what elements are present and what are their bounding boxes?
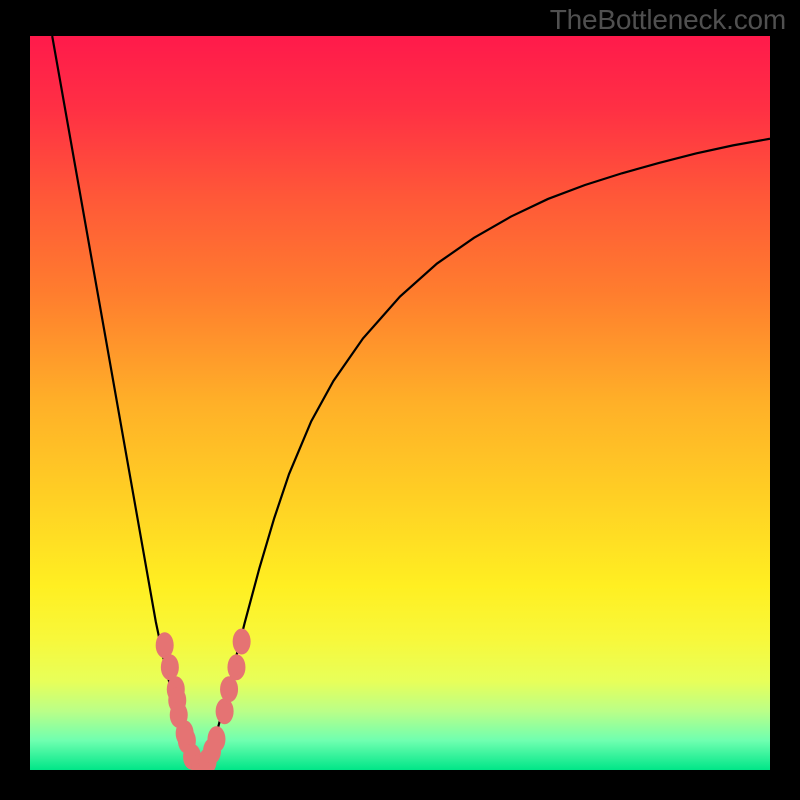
gradient-rect xyxy=(30,36,770,770)
watermark-text: TheBottleneck.com xyxy=(550,4,786,36)
marker-point xyxy=(207,726,225,752)
gradient-background xyxy=(30,36,770,770)
chart-root: { "canvas": { "width": 800, "height": 80… xyxy=(0,0,800,800)
marker-point xyxy=(227,654,245,680)
marker-point xyxy=(220,676,238,702)
marker-point xyxy=(216,698,234,724)
plot-area xyxy=(30,36,770,770)
marker-point xyxy=(156,632,174,658)
marker-point xyxy=(233,629,251,655)
